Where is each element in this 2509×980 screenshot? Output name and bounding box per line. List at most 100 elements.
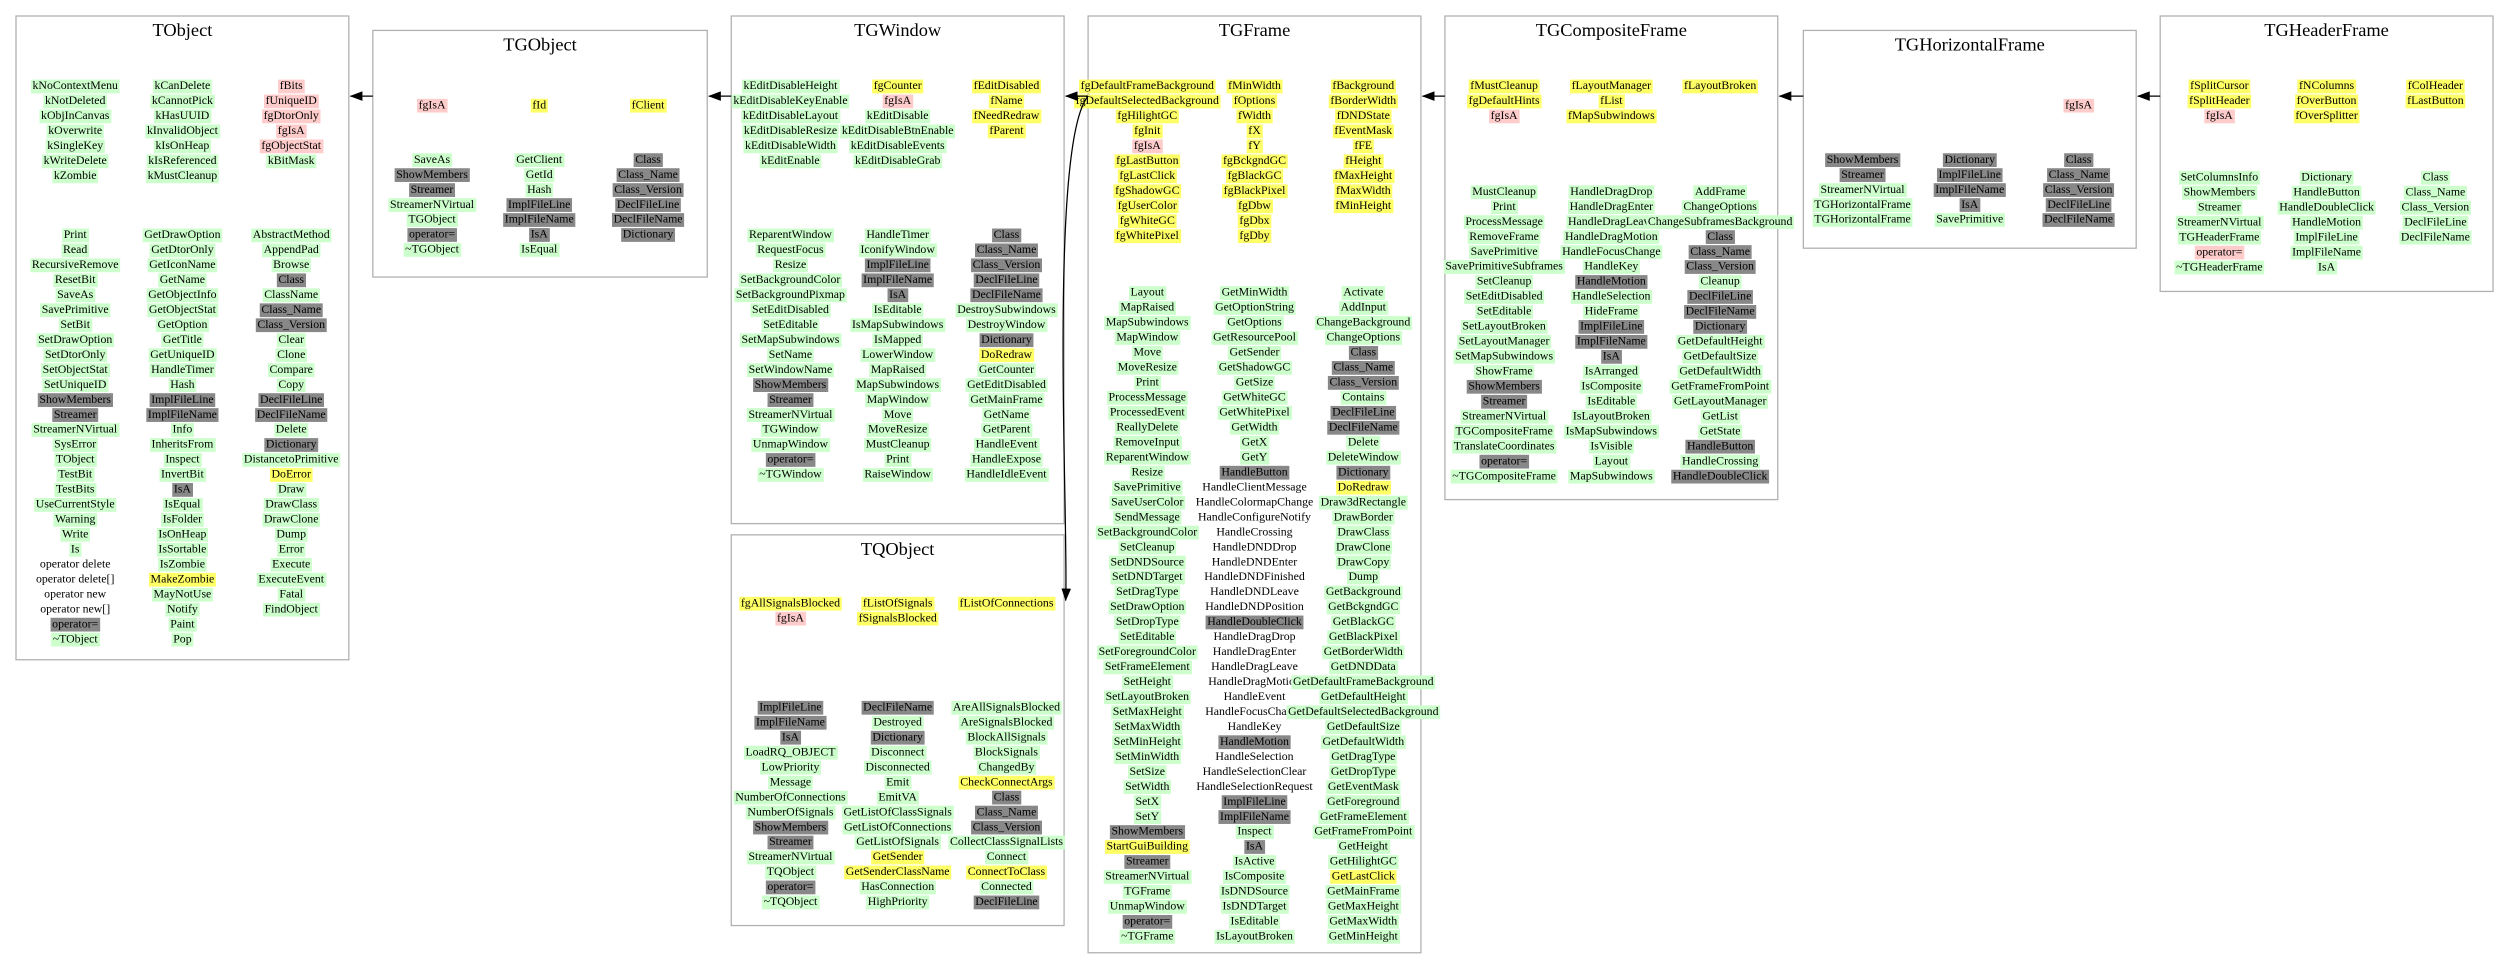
method-bg <box>866 895 930 910</box>
field-name: fNColumns <box>2299 78 2355 92</box>
method-name: Move <box>884 407 912 421</box>
field-name: fEditDisabled <box>974 78 1040 92</box>
method-name: RaiseWindow <box>864 467 931 481</box>
method-bg <box>1467 230 1541 244</box>
method-bg <box>270 557 312 572</box>
method-bg <box>2316 260 2338 275</box>
method-bg <box>60 527 91 542</box>
method-bg <box>168 378 197 392</box>
method-bg <box>757 468 824 482</box>
field-bg <box>1328 94 1398 109</box>
method-bg <box>1688 245 1752 259</box>
method-bg <box>1578 320 1645 334</box>
method-name: HandleMotion <box>2292 214 2361 228</box>
method-name: Dictionary <box>266 437 317 451</box>
method-name: GetParent <box>983 422 1031 436</box>
method-bg <box>514 153 565 168</box>
field-bg <box>30 79 120 94</box>
method-bg <box>1213 750 1296 765</box>
method-bg <box>2064 153 2094 168</box>
method-bg <box>1560 245 1663 259</box>
method-name: GetHeight <box>1339 839 1389 853</box>
method-bg <box>854 378 942 392</box>
field-bg <box>1246 124 1263 139</box>
method-name: ImplFileName <box>505 212 574 226</box>
method-name: GetBackground <box>1326 584 1401 598</box>
method-name: Streamer <box>1126 854 1169 868</box>
method-bg <box>965 730 1048 745</box>
method-name: DoRedraw <box>1338 479 1390 493</box>
method-name: MoveResize <box>1118 360 1177 374</box>
method-name: GetCounter <box>979 362 1034 376</box>
field-bg <box>145 124 221 139</box>
method-bg <box>1113 510 1182 525</box>
method-name: Class <box>994 789 1020 803</box>
method-name: IsMapped <box>874 332 921 346</box>
method-name: SetMaxHeight <box>1113 704 1183 718</box>
method-name: HandleFocusChange <box>1205 704 1304 718</box>
method-name: Clear <box>278 332 304 346</box>
method-bg <box>767 835 814 850</box>
method-name: Dictionary <box>981 332 1032 346</box>
method-name: RecursiveRemove <box>32 257 119 271</box>
class-box: TGObject fgIsA fId fClient SaveAsShowMembers… <box>372 29 708 278</box>
method-name: GetDefaultHeight <box>1321 689 1406 703</box>
method-bg <box>869 745 927 760</box>
field-bg <box>1570 79 1653 94</box>
method-name: GetBorderWidth <box>1324 644 1403 658</box>
method-bg <box>1336 465 1391 480</box>
field-name: fBackground <box>1332 78 1394 92</box>
method-name: Print <box>886 452 910 466</box>
method-name: ~TGHeaderFrame <box>2176 259 2262 273</box>
field-name: kIsOnHeap <box>155 138 209 152</box>
method-name: BlockAllSignals <box>967 729 1046 743</box>
field-name: fgAllSignalsBlocked <box>741 595 840 609</box>
method-name: ConnectToClass <box>968 864 1046 878</box>
method-bg <box>1203 705 1306 720</box>
method-bg <box>161 512 204 527</box>
method-bg <box>1319 495 1408 510</box>
method-bg <box>864 438 932 452</box>
method-name: RemoveFrame <box>1469 229 1539 243</box>
method-bg <box>1698 275 1742 289</box>
field-bg <box>882 94 914 109</box>
method-name: MustCleanup <box>1472 184 1536 198</box>
field-name: fgWhiteGC <box>1120 213 1175 227</box>
field-name: kEditDisableEvents <box>851 138 945 152</box>
method-name: HandleDoubleClick <box>1207 614 1302 628</box>
method-bg <box>1202 570 1307 585</box>
method-bg <box>1326 900 1402 914</box>
method-name: SetForegroundColor <box>1099 644 1196 658</box>
method-bg <box>524 168 555 182</box>
method-bg <box>30 258 121 273</box>
method-name: Delete <box>276 422 307 436</box>
method-bg <box>255 408 328 422</box>
method-bg <box>1322 645 1405 660</box>
field-bg <box>630 98 667 113</box>
method-bg <box>1122 885 1172 899</box>
field-name: kBitMask <box>268 153 315 167</box>
method-name: MayNotUse <box>154 586 212 600</box>
method-name: SetBit <box>60 317 90 331</box>
method-name: GetIconName <box>149 257 215 271</box>
field-name: kCannotPick <box>152 93 213 107</box>
method-bg <box>1214 525 1295 540</box>
method-bg <box>1104 450 1191 465</box>
method-bg <box>612 183 684 197</box>
method-bg <box>1134 375 1162 390</box>
method-bg <box>1336 480 1391 495</box>
method-name: GetDefaultHeight <box>1678 334 1763 348</box>
method-name: Dictionary <box>2301 169 2352 183</box>
method-bg <box>2043 183 2115 197</box>
method-name: NumberOfSignals <box>747 804 833 818</box>
method-bg <box>1213 301 1296 315</box>
method-name: HandleSelection <box>1572 289 1650 303</box>
method-name: StreamerNVirtual <box>1462 408 1547 422</box>
method-name: ReparentWindow <box>749 227 832 241</box>
method-name: HandleDragEnter <box>1213 644 1296 658</box>
method-name: GetSender <box>873 849 923 863</box>
method-name: RequestFocus <box>757 242 824 256</box>
field-name: fgHilightGC <box>1117 108 1177 122</box>
method-bg <box>876 790 919 805</box>
method-bg <box>1240 450 1270 465</box>
